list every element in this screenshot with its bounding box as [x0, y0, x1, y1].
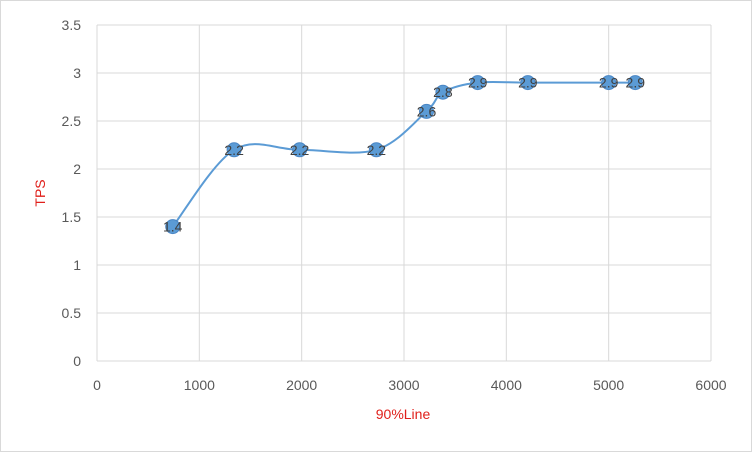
y-tick-label: 0.5: [62, 305, 82, 321]
data-label: 2.2: [367, 142, 387, 158]
data-point-marker: [368, 142, 384, 158]
data-point-marker: [165, 219, 181, 235]
grid: [96, 24, 712, 362]
x-tick-label: 1000: [184, 377, 215, 393]
x-tick-label: 6000: [695, 377, 726, 393]
x-tick-label: 0: [93, 377, 101, 393]
x-tick-label: 5000: [593, 377, 624, 393]
x-axis-title: 90%Line: [376, 406, 431, 422]
data-point-marker: [435, 84, 451, 100]
y-tick-label: 1: [73, 257, 81, 273]
tick-label-layer: 0 0.5 1 1.5 2 2.5 3 3.5 0 1000 2000 3000 4000 5000 600…: [62, 17, 727, 393]
y-tick-label: 1.5: [62, 209, 82, 225]
data-point-marker: [470, 75, 486, 91]
data-point-marker: [520, 75, 536, 91]
y-tick-label: 3.5: [62, 17, 82, 33]
data-label: 2.9: [626, 75, 646, 91]
x-tick-label: 2000: [286, 377, 317, 393]
data-label-layer: 1.4 2.2 2.2 2.2 2.6 2.8 2.9 2.9 2.9 2.9: [163, 75, 645, 235]
data-label: 2.2: [290, 142, 310, 158]
data-point-marker: [601, 75, 617, 91]
data-point-marker: [226, 142, 242, 158]
y-tick-label: 2: [73, 161, 81, 177]
data-label: 2.8: [433, 84, 453, 100]
data-label: 2.9: [518, 75, 538, 91]
x-tick-label: 3000: [388, 377, 419, 393]
y-axis-title: TPS: [32, 179, 48, 206]
data-label: 2.9: [468, 75, 488, 91]
data-label: 1.4: [163, 219, 183, 235]
x-tick-label: 4000: [491, 377, 522, 393]
data-label: 2.9: [599, 75, 619, 91]
data-point-marker: [292, 142, 308, 158]
y-tick-label: 3: [73, 65, 81, 81]
marker-layer: [165, 75, 643, 235]
y-tick-label: 0: [73, 353, 81, 369]
data-point-marker: [419, 103, 435, 119]
data-point-marker: [627, 75, 643, 91]
data-label: 2.2: [224, 142, 244, 158]
y-tick-label: 2.5: [62, 113, 82, 129]
data-label: 2.6: [417, 103, 437, 119]
